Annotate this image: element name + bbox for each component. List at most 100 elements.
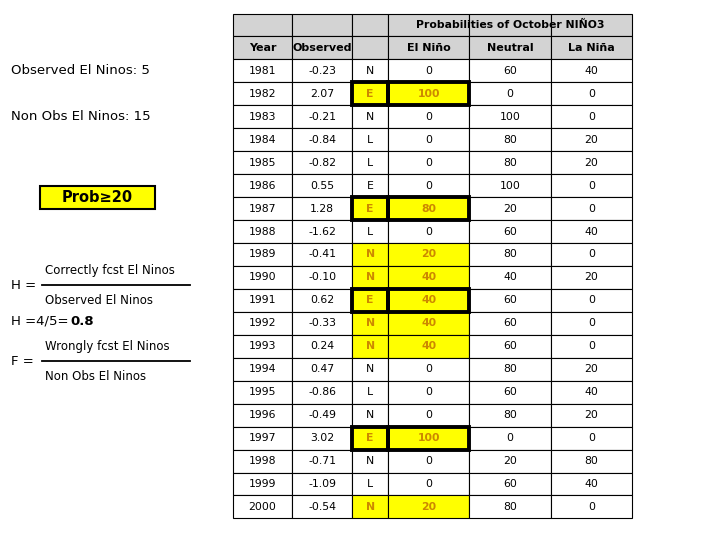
Bar (352, 105, 388, 128)
Bar (292, 335, 352, 358)
Bar (292, 358, 352, 381)
Text: Neutral: Neutral (487, 43, 534, 53)
Bar (388, 450, 469, 472)
Bar (469, 404, 551, 427)
Text: E: E (366, 89, 374, 99)
Bar (469, 312, 551, 335)
Text: N: N (366, 502, 374, 512)
Text: 1986: 1986 (248, 180, 276, 191)
Text: Year: Year (248, 43, 276, 53)
Bar (292, 14, 352, 36)
Text: 80: 80 (503, 410, 517, 420)
Text: L: L (367, 479, 373, 489)
Text: 40: 40 (421, 295, 436, 306)
Text: E: E (366, 433, 374, 443)
Bar (551, 59, 632, 82)
Bar (233, 128, 292, 151)
Text: 80: 80 (503, 134, 517, 145)
Bar (352, 427, 388, 450)
Text: 0: 0 (426, 364, 432, 374)
Bar (233, 151, 292, 174)
Bar (233, 14, 292, 36)
Bar (352, 59, 388, 82)
Text: 1983: 1983 (248, 112, 276, 122)
Text: -0.23: -0.23 (308, 66, 336, 76)
Text: 0: 0 (426, 226, 432, 237)
Bar (551, 197, 632, 220)
Bar (388, 197, 469, 220)
Bar (388, 381, 469, 404)
Text: 60: 60 (503, 479, 517, 489)
Text: 0: 0 (588, 295, 595, 306)
Text: -0.49: -0.49 (308, 410, 336, 420)
Text: 1991: 1991 (248, 295, 276, 306)
Bar (292, 59, 352, 82)
Text: 0.47: 0.47 (310, 364, 334, 374)
Text: -0.33: -0.33 (308, 318, 336, 328)
Text: 0: 0 (588, 204, 595, 214)
Bar (388, 82, 469, 105)
Text: 1982: 1982 (248, 89, 276, 99)
Text: -0.54: -0.54 (308, 502, 336, 512)
Text: 60: 60 (503, 226, 517, 237)
Text: 1998: 1998 (248, 456, 276, 466)
Bar (352, 381, 388, 404)
Text: 1996: 1996 (248, 410, 276, 420)
Bar (551, 312, 632, 335)
Bar (292, 427, 352, 450)
Bar (388, 243, 469, 266)
Bar (388, 312, 469, 335)
Bar (233, 427, 292, 450)
Bar (352, 82, 388, 105)
Text: 0: 0 (426, 158, 432, 168)
Bar (352, 450, 388, 472)
Text: E: E (366, 295, 374, 306)
Bar (292, 289, 352, 312)
Bar (388, 59, 469, 82)
Bar (352, 427, 388, 450)
Bar (233, 472, 292, 496)
Bar (233, 220, 292, 243)
Text: Observed: Observed (292, 43, 352, 53)
Bar (352, 496, 388, 518)
Bar (352, 312, 388, 335)
Text: 1992: 1992 (248, 318, 276, 328)
Text: 1993: 1993 (248, 341, 276, 352)
Bar (292, 105, 352, 128)
Bar (388, 335, 469, 358)
Text: Correctly fcst El Ninos: Correctly fcst El Ninos (45, 264, 175, 277)
Bar (233, 358, 292, 381)
Text: H =4/5=: H =4/5= (11, 314, 68, 328)
Bar (233, 404, 292, 427)
Bar (233, 82, 292, 105)
Text: 1984: 1984 (248, 134, 276, 145)
Text: N: N (366, 249, 374, 260)
Text: 1999: 1999 (248, 479, 276, 489)
Bar (551, 14, 632, 36)
Text: 0: 0 (588, 341, 595, 352)
Text: 100: 100 (418, 433, 440, 443)
Bar (469, 36, 551, 59)
Text: 40: 40 (585, 387, 598, 397)
Bar (233, 266, 292, 289)
Bar (292, 197, 352, 220)
Text: 0: 0 (426, 134, 432, 145)
Text: 0: 0 (426, 387, 432, 397)
Text: La Niña: La Niña (568, 43, 615, 53)
Text: 0: 0 (588, 249, 595, 260)
Bar (388, 427, 469, 450)
Bar (233, 335, 292, 358)
Bar (292, 151, 352, 174)
Bar (469, 151, 551, 174)
Bar (551, 174, 632, 197)
Bar (352, 289, 388, 312)
Bar (352, 36, 388, 59)
Text: 1989: 1989 (248, 249, 276, 260)
Bar (233, 36, 292, 59)
Text: 20: 20 (585, 134, 598, 145)
Bar (352, 151, 388, 174)
Text: 1997: 1997 (248, 433, 276, 443)
Bar (292, 243, 352, 266)
Bar (292, 36, 352, 59)
Text: 20: 20 (585, 158, 598, 168)
